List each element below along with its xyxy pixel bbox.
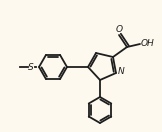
Text: O: O — [140, 39, 148, 48]
Text: N: N — [118, 67, 125, 77]
Text: H: H — [147, 39, 154, 48]
Text: S: S — [28, 62, 34, 72]
Text: O: O — [116, 25, 123, 34]
